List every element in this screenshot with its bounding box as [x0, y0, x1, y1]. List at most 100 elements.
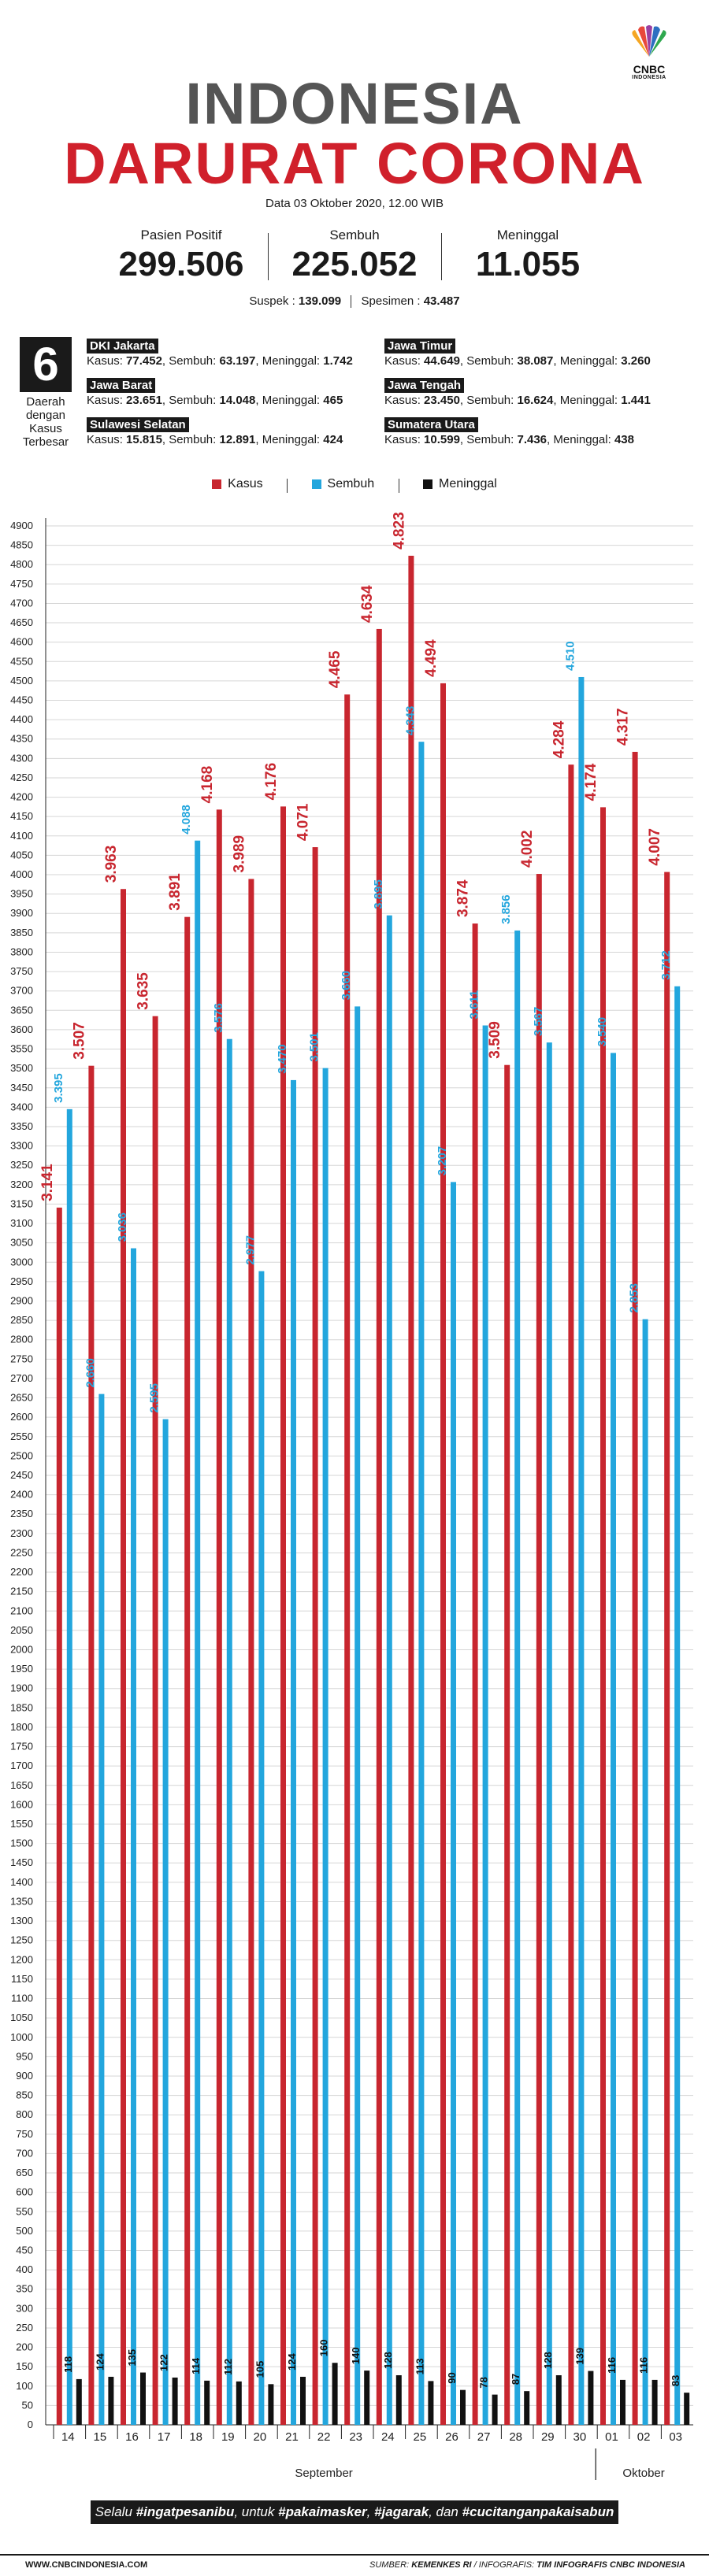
data-label-deaths: 78 [478, 2377, 490, 2388]
y-tick-label: 300 [16, 2302, 33, 2314]
data-label-cases: 4.174 [583, 763, 599, 801]
deaths-value: 1.441 [621, 394, 651, 407]
y-tick-label: 2900 [10, 1294, 33, 1306]
data-label-recovered: 3.567 [532, 1007, 545, 1037]
recovered-label: Sembuh: [169, 433, 217, 446]
y-tick-label: 400 [16, 2263, 33, 2275]
data-label-deaths: 128 [382, 2352, 394, 2369]
y-tick-label: 3050 [10, 1237, 33, 1249]
bar-deaths [268, 2384, 274, 2425]
cases-label: Kasus: [87, 433, 123, 446]
deaths-value: 1.742 [323, 354, 353, 368]
x-tick-label: 30 [574, 2430, 587, 2444]
y-tick-label: 4900 [10, 520, 33, 531]
bar-recovered [514, 930, 521, 2425]
y-tick-label: 2350 [10, 1508, 33, 1519]
y-tick-label: 2100 [10, 1604, 33, 1616]
data-label-recovered: 2.977 [243, 1235, 257, 1265]
province-caption: Daerah dengan Kasus Terbesar [14, 395, 77, 449]
y-tick-label: 2250 [10, 1546, 33, 1558]
bar-recovered [546, 1042, 552, 2425]
y-tick-label: 1500 [10, 1838, 33, 1849]
y-tick-label: 1000 [10, 2031, 33, 2043]
x-tick-label: 24 [381, 2430, 395, 2444]
y-tick-label: 3250 [10, 1159, 33, 1171]
province-sulawesi-selatan: Sulawesi Selatan Kasus: 15.815, Sembuh: … [87, 417, 343, 446]
positive-value: 299.506 [118, 245, 244, 283]
y-tick-label: 2450 [10, 1469, 33, 1481]
logo-subtext: INDONESIA [632, 75, 666, 80]
hashtag: #pakaimasker [278, 2504, 367, 2519]
x-tick-label: 26 [445, 2430, 458, 2444]
bar-cases [600, 807, 606, 2426]
province-jawa-barat: Jawa Barat Kasus: 23.651, Sembuh: 14.048… [87, 378, 343, 407]
bar-deaths [395, 2374, 402, 2425]
data-label-recovered: 3.501 [308, 1032, 321, 1062]
y-tick-label: 500 [16, 2225, 33, 2237]
province-name: Sumatera Utara [384, 417, 478, 432]
province-name: Jawa Tengah [384, 378, 465, 393]
y-tick-label: 100 [16, 2380, 33, 2392]
data-label-recovered: 4.343 [403, 706, 417, 736]
x-tick-label: 02 [637, 2430, 651, 2444]
suspect-specimen: Suspek : 139.099 Spesimen : 43.487 [0, 294, 709, 309]
cases-label: Kasus: [384, 354, 421, 368]
x-tick-label: 22 [317, 2430, 331, 2444]
bar-cases [280, 806, 286, 2425]
y-tick-label: 2650 [10, 1392, 33, 1404]
bar-cases [568, 764, 574, 2425]
data-label-cases: 4.317 [615, 708, 632, 746]
bar-recovered [131, 1248, 136, 2425]
recovered-label: Sembuh [329, 228, 380, 242]
cases-value: 10.599 [424, 433, 460, 446]
x-tick-label: 25 [414, 2430, 427, 2444]
bar-cases [440, 683, 446, 2425]
bar-cases [248, 879, 254, 2425]
legend-swatch-deaths [423, 479, 433, 489]
daily-cases-bar-chart: 0 50 100 150 200 250 300 350 400 450 500 550 600 650 7… [10, 512, 693, 2480]
data-label-deaths: 116 [606, 2357, 618, 2374]
data-label-deaths: 140 [350, 2347, 362, 2364]
data-label-cases: 3.891 [167, 873, 184, 911]
y-tick-label: 1600 [10, 1798, 33, 1810]
x-tick-label: 21 [285, 2430, 299, 2444]
recovered-value: 38.087 [517, 354, 554, 368]
y-tick-label: 1200 [10, 1953, 33, 1965]
bar-deaths [684, 2393, 690, 2425]
data-label-recovered: 4.510 [563, 641, 577, 671]
cases-value: 77.452 [126, 354, 162, 368]
bar-recovered [451, 1182, 456, 2425]
y-tick-label: 2200 [10, 1566, 33, 1578]
hashtag: #jagarak [374, 2504, 429, 2519]
source-value: KEMENKES RI [411, 2560, 472, 2570]
recovered-value: 63.197 [219, 354, 256, 368]
x-tick-label: 17 [158, 2430, 171, 2444]
y-tick-label: 3600 [10, 1023, 33, 1035]
data-label-cases: 4.494 [423, 639, 440, 677]
bar-recovered [226, 1038, 232, 2425]
y-tick-label: 1900 [10, 1682, 33, 1694]
y-tick-label: 2850 [10, 1314, 33, 1326]
data-label-cases: 4.284 [551, 720, 567, 758]
bar-recovered [386, 915, 392, 2425]
bar-cases [408, 555, 414, 2425]
y-tick-label: 4600 [10, 636, 33, 648]
y-tick-label: 1400 [10, 1876, 33, 1888]
legend-recovered: Sembuh [311, 477, 374, 491]
y-tick-label: 4400 [10, 713, 33, 725]
y-tick-label: 0 [28, 2419, 33, 2430]
deaths-value: 465 [323, 394, 343, 407]
data-label-deaths: 160 [318, 2340, 330, 2357]
website-link[interactable]: WWW.CNBCINDONESIA.COM [25, 2560, 148, 2570]
cases-value: 23.450 [424, 394, 460, 407]
recovered-value: 7.436 [517, 433, 548, 446]
divider [287, 478, 288, 493]
data-label-deaths: 122 [158, 2354, 170, 2371]
data-label-deaths: 124 [286, 2353, 298, 2371]
recovered-value: 12.891 [219, 433, 256, 446]
y-tick-label: 3150 [10, 1197, 33, 1209]
y-tick-label: 1550 [10, 1818, 33, 1830]
bar-recovered [322, 1068, 329, 2425]
bar-deaths [236, 2381, 242, 2425]
y-tick-label: 3850 [10, 927, 33, 938]
